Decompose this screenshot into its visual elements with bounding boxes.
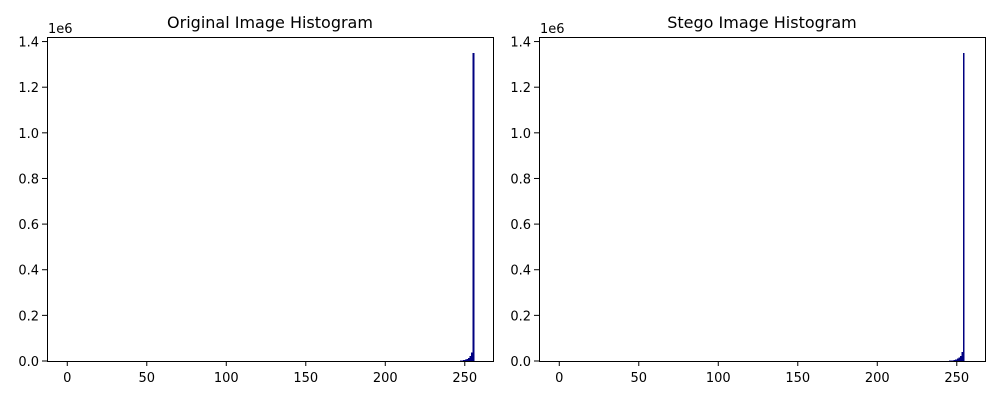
y-tick-label: 0.2 bbox=[510, 309, 531, 324]
axes-frame bbox=[539, 37, 986, 362]
chart-title: Original Image Histogram bbox=[167, 13, 373, 32]
x-tick-label: 0 bbox=[63, 371, 71, 386]
chart-panel-1: 0 50 100 150 200 250 0.0 0.2 0.4 0.6 0.8 1.0 1.2 1.4 1… bbox=[18, 13, 494, 386]
histogram-bar bbox=[961, 351, 964, 361]
histogram-bar bbox=[955, 359, 957, 361]
y-tick-label: 0.0 bbox=[510, 355, 531, 370]
histogram-bar bbox=[952, 360, 954, 361]
y-tick-label: 1.4 bbox=[18, 36, 39, 51]
histogram-bar bbox=[953, 360, 956, 361]
y-tick-label: 1.2 bbox=[18, 81, 39, 96]
y-tick-label: 0.6 bbox=[510, 218, 531, 233]
x-tick-label: 100 bbox=[706, 371, 731, 386]
x-tick-label: 250 bbox=[452, 371, 477, 386]
y-tick-label: 1.4 bbox=[510, 36, 531, 51]
x-tick-label: 100 bbox=[214, 371, 239, 386]
axes-frame bbox=[47, 37, 494, 362]
x-tick-label: 50 bbox=[139, 371, 156, 386]
x-tick-label: 150 bbox=[785, 371, 810, 386]
histogram-bar bbox=[958, 357, 960, 361]
y-tick-label: 0.8 bbox=[18, 172, 39, 187]
y-tick-label: 1.0 bbox=[18, 127, 39, 142]
histogram-bar bbox=[463, 360, 465, 361]
x-tick-label: 200 bbox=[865, 371, 890, 386]
histogram-bar bbox=[472, 52, 475, 361]
histogram-bar bbox=[467, 357, 470, 361]
chart-panel-2: 0 50 100 150 200 250 0.0 0.2 0.4 0.6 0.8 1.0 1.2 1.4 1… bbox=[510, 13, 986, 386]
histogram-bar bbox=[466, 358, 468, 361]
histogram-bar bbox=[959, 355, 962, 361]
y-tick-label: 0.0 bbox=[18, 355, 39, 370]
x-tick-label: 0 bbox=[555, 371, 563, 386]
y-tick-label: 0.8 bbox=[510, 172, 531, 187]
x-tick-label: 200 bbox=[373, 371, 398, 386]
x-tick-label: 250 bbox=[944, 371, 969, 386]
y-tick-label: 0.4 bbox=[510, 264, 531, 279]
histogram-bar bbox=[471, 352, 473, 361]
y-offset-label: 1e6 bbox=[540, 22, 565, 37]
y-tick-label: 0.2 bbox=[18, 309, 39, 324]
histogram-bar bbox=[464, 359, 467, 361]
histogram-bar bbox=[963, 52, 965, 361]
y-tick-label: 0.6 bbox=[18, 218, 39, 233]
histogram-bar bbox=[469, 355, 472, 361]
y-tick-label: 1.2 bbox=[510, 81, 531, 96]
x-tick-label: 150 bbox=[293, 371, 318, 386]
y-tick-label: 0.4 bbox=[18, 264, 39, 279]
chart-title: Stego Image Histogram bbox=[667, 13, 857, 32]
x-tick-label: 50 bbox=[631, 371, 648, 386]
histogram-bar bbox=[461, 360, 464, 361]
histogram-bar bbox=[956, 358, 959, 361]
y-offset-label: 1e6 bbox=[48, 22, 73, 37]
y-tick-label: 1.0 bbox=[510, 127, 531, 142]
